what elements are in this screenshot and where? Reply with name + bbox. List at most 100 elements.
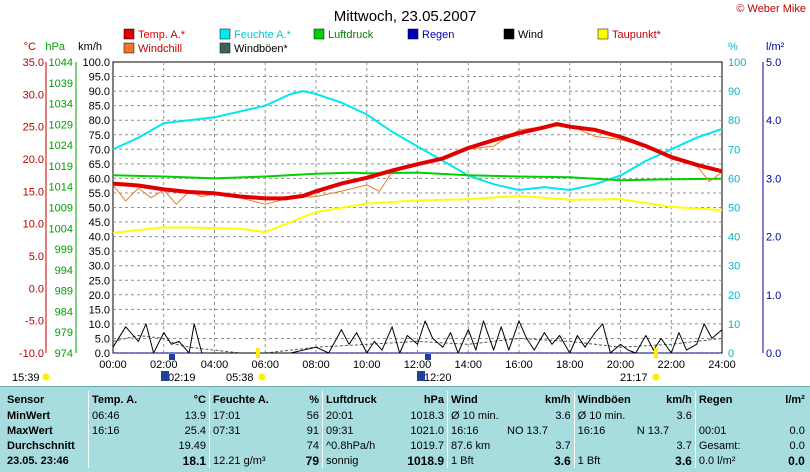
- sunset-icon: [652, 373, 660, 381]
- stats-cell: NO 13.7: [507, 424, 548, 437]
- stats-cell: 1018.3: [410, 409, 444, 422]
- chart-grid: [112, 61, 723, 354]
- stats-cell: 79: [305, 453, 319, 468]
- stats-cell: 25.4: [184, 424, 206, 437]
- legend-swatch: [407, 28, 419, 40]
- stats-cell: [634, 438, 672, 453]
- axis-tick-label-left: 1014: [49, 182, 73, 194]
- stats-cell: [551, 423, 574, 438]
- stats-cell: 56: [306, 409, 319, 422]
- axis-tick-label-x: 24:00: [708, 359, 736, 371]
- legend-label: Taupunkt*: [612, 29, 662, 41]
- stats-cell: 00:01: [694, 423, 752, 438]
- stats-header: Windböen: [573, 391, 634, 408]
- axis-tick-label-x: 20:00: [607, 359, 635, 371]
- axis-tick-label-left: 75.0: [89, 130, 110, 142]
- stats-cell: N 13.7: [636, 424, 670, 437]
- axis-tick-label-left: 1044: [49, 57, 73, 69]
- event-time-label: 02:19: [168, 372, 196, 384]
- axis-tick-label-left: 55.0: [89, 188, 110, 200]
- stats-cell: 0.0: [788, 453, 805, 468]
- axis-tick-label-right: 50: [728, 203, 740, 215]
- stats-header: l/m²: [785, 393, 805, 406]
- axis-tick-label-left: 15.0: [23, 186, 44, 198]
- axis-tick-label-left: 979: [55, 327, 73, 339]
- stats-cell: [504, 408, 551, 423]
- axis-unit-left: °C: [24, 41, 36, 53]
- axis-tick-label-left: 25.0: [89, 275, 110, 287]
- stats-cell: 07:31: [209, 423, 276, 438]
- stats-cell: 91: [306, 424, 319, 437]
- event-time-label: 21:17: [620, 372, 648, 384]
- axis-tick-label-left: 100.0: [82, 57, 110, 69]
- stats-cell: 16:16: [88, 423, 159, 438]
- legend-label: Feuchte A.*: [234, 29, 292, 41]
- stats-cell: 87.6 km: [447, 438, 504, 453]
- stats-cell: 0.0 l/m²: [694, 453, 752, 468]
- axis-tick-label-right: 80: [728, 115, 740, 127]
- stats-row-label: 23.05. 23:46: [7, 454, 69, 467]
- axis-tick-label-right: 10: [728, 319, 740, 331]
- stats-cell: [504, 453, 551, 468]
- stats-row-avg: Durchschnitt 19.49 74 ^0.8hPa/h 1019.7 8…: [4, 438, 808, 453]
- axis-tick-label-left: 0.0: [29, 283, 44, 295]
- axis-tick-label-left: 1029: [49, 119, 73, 131]
- legend-swatch: [313, 28, 325, 40]
- stats-cell: [634, 453, 672, 468]
- credit-label: © Weber Mike: [736, 3, 806, 15]
- chart-legend: Temp. A.* Feuchte A.* Luftdruck Regen Wind Ta…: [123, 28, 662, 55]
- axis-tick-label-left: 974: [55, 348, 73, 360]
- axis-tick-label-left: -10.0: [19, 348, 44, 360]
- stats-header: km/h: [666, 393, 692, 406]
- axis-tick-label-right: 3.0: [766, 173, 781, 185]
- stats-row-current: 23.05. 23:46 18.1 12.21 g/m³ 79 sonnig 1…: [4, 453, 808, 468]
- axis-tick-label-x: 14:00: [454, 359, 482, 371]
- stats-cell: 3.7: [676, 439, 692, 452]
- stats-cell: 19.49: [178, 439, 206, 452]
- legend-label: Windböen*: [234, 43, 289, 55]
- axis-unit-right: l/m²: [766, 41, 785, 53]
- axis-tick-label-right: 4.0: [766, 115, 781, 127]
- stats-cell: 3.6: [675, 453, 692, 468]
- stats-cell: 06:46: [88, 408, 159, 423]
- legend-swatch: [597, 28, 609, 40]
- axis-tick-label-left: 1024: [49, 140, 73, 152]
- axis-tick-label-x: 10:00: [353, 359, 381, 371]
- stats-header: Luftdruck: [322, 391, 389, 408]
- axis-tick-label-left: 1004: [49, 223, 73, 235]
- stats-header: Wind: [447, 391, 504, 408]
- legend-swatch: [503, 28, 515, 40]
- moonrise-marker: [169, 354, 175, 360]
- axis-tick-label-x: 08:00: [302, 359, 330, 371]
- legend-label: Regen: [422, 29, 454, 41]
- stats-cell: 16:16: [573, 423, 634, 438]
- axis-unit-left: hPa: [45, 41, 65, 53]
- chart-axes: °C 35.0 30.0 25.0 20.0 15.0 10.0 5.0 0.0 -5.0 -10.…: [19, 41, 785, 371]
- axis-tick-label-left: 10.0: [23, 219, 44, 231]
- stats-cell: 3.7: [555, 439, 571, 452]
- stats-cell: 74: [306, 439, 319, 452]
- sunrise-icon: [258, 373, 266, 381]
- axis-tick-label-left: 35.0: [89, 246, 110, 258]
- stats-cell: 1 Bft: [573, 453, 634, 468]
- stats-cell: 20:01: [322, 408, 389, 423]
- stats-cell: [209, 438, 276, 453]
- axis-tick-label-x: 04:00: [201, 359, 229, 371]
- axis-tick-label-left: 5.0: [95, 333, 110, 345]
- legend-label: Wind: [518, 29, 543, 41]
- stats-cell: [88, 453, 159, 468]
- stats-cell: [634, 408, 672, 423]
- axis-tick-label-x: 06:00: [251, 359, 279, 371]
- axis-tick-label-left: 25.0: [23, 122, 44, 134]
- axis-tick-label-left: 80.0: [89, 115, 110, 127]
- axis-tick-label-left: 35.0: [23, 57, 44, 69]
- series-line-temp-a: [112, 122, 723, 201]
- chart-title: Mittwoch, 23.05.2007: [334, 8, 477, 25]
- axis-tick-label-right: 70: [728, 144, 740, 156]
- axis-tick-label-left: 5.0: [29, 251, 44, 263]
- stats-cell: [88, 438, 159, 453]
- stats-cell: [752, 408, 808, 423]
- moonset-marker: [425, 354, 431, 360]
- stats-cell: 0.0: [789, 424, 805, 437]
- axis-tick-label-left: 95.0: [89, 72, 110, 84]
